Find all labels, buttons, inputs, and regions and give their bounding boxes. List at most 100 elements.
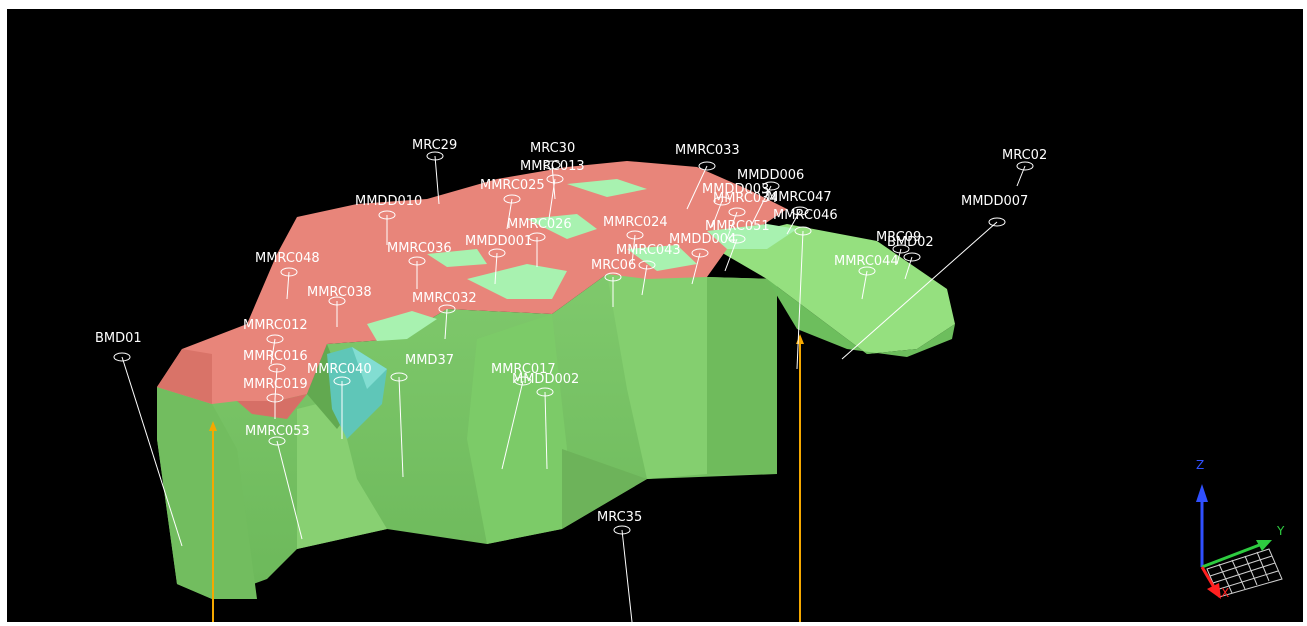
drillhole-trace xyxy=(276,440,303,540)
drillhole-label[interactable]: MMRC032 xyxy=(412,291,477,306)
drillhole-label[interactable]: MMRC047 xyxy=(767,190,832,205)
drillhole-label[interactable]: MRC29 xyxy=(412,138,457,153)
drillhole-label[interactable]: MMRC044 xyxy=(834,254,899,269)
drillhole-label[interactable]: MMDD003 xyxy=(702,182,769,197)
drillhole-collar-icon[interactable] xyxy=(604,272,622,282)
drillhole-label[interactable]: MMRC036 xyxy=(387,241,452,256)
drillhole-collar-icon[interactable] xyxy=(613,525,631,535)
drillhole-label[interactable]: MMRC012 xyxy=(243,318,308,333)
drillhole-label[interactable]: MMRC048 xyxy=(255,251,320,266)
drillhole-label[interactable]: MMRC040 xyxy=(307,362,372,377)
drillhole-trace xyxy=(121,356,183,547)
drillhole-collar-icon[interactable] xyxy=(280,267,298,277)
3d-scene[interactable]: BMD01 MRC29 MRC30 MMRC013 MMRC025 MMRC033 MMDD… xyxy=(7,9,1303,622)
x-axis-arrow-icon xyxy=(1207,583,1221,599)
drillhole-collar-icon[interactable] xyxy=(626,230,644,240)
drillhole-collar-icon[interactable] xyxy=(791,206,809,216)
drillhole-label[interactable]: MMDD007 xyxy=(961,194,1028,209)
drillhole-trace xyxy=(861,270,868,300)
drillhole-collar-icon[interactable] xyxy=(546,174,564,184)
3d-viewport[interactable]: BMD01 MRC29 MRC30 MMRC013 MMRC025 MMRC033 MMDD… xyxy=(7,9,1303,622)
drillhole-collar-icon[interactable] xyxy=(988,217,1006,227)
drillhole-label[interactable]: MMDD002 xyxy=(512,372,579,387)
drillhole-collar-icon[interactable] xyxy=(698,161,716,171)
drillhole-collar-icon[interactable] xyxy=(488,248,506,258)
drillhole-trace xyxy=(494,252,498,285)
drillhole-label[interactable]: MRC06 xyxy=(591,258,636,273)
drillhole-trace xyxy=(896,248,902,265)
drillhole-trace xyxy=(1016,165,1026,187)
drillhole-label[interactable]: MMDD006 xyxy=(737,168,804,183)
drillhole-collar-icon[interactable] xyxy=(794,226,812,236)
drillhole-label[interactable]: MMRC051 xyxy=(705,219,770,234)
drillhole-collar-icon[interactable] xyxy=(543,160,561,170)
drillhole-collar-icon[interactable] xyxy=(536,387,554,397)
drillhole-collar-icon[interactable] xyxy=(390,372,408,382)
drillhole-collar-icon[interactable] xyxy=(268,363,286,373)
drillhole-trace xyxy=(286,271,290,300)
drillhole-collar-icon[interactable] xyxy=(728,207,746,217)
drillhole-collar-icon[interactable] xyxy=(762,181,780,191)
drillhole-collar-icon[interactable] xyxy=(268,436,286,446)
drillhole-label[interactable]: MMRC038 xyxy=(307,285,372,300)
drillhole-collar-icon[interactable] xyxy=(892,244,910,254)
drillhole-trace xyxy=(621,529,633,622)
drillhole-trace xyxy=(548,178,556,220)
drillhole-label[interactable]: MRC02 xyxy=(1002,148,1047,163)
drillhole-collar-icon[interactable] xyxy=(438,304,456,314)
drillhole-collar-icon[interactable] xyxy=(328,296,346,306)
y-axis-label: Y xyxy=(1276,524,1285,538)
drillhole-label[interactable]: MRC35 xyxy=(597,510,642,525)
x-axis-label: X xyxy=(1221,586,1229,600)
drillhole-collar-icon[interactable] xyxy=(1016,161,1034,171)
drillhole-labels: BMD01 MRC29 MRC30 MMRC013 MMRC025 MMRC033 MMDD… xyxy=(95,138,1047,535)
drillhole-label[interactable]: MMRC013 xyxy=(520,159,585,174)
drillhole-label[interactable]: MMRC046 xyxy=(773,208,838,223)
drillhole-label[interactable]: MMDD010 xyxy=(355,194,422,209)
x-axis-line xyxy=(1200,566,1217,590)
drillhole-label[interactable]: MMD37 xyxy=(405,353,454,368)
drillhole-collar-icon[interactable] xyxy=(528,232,546,242)
arrow-up-icon xyxy=(796,334,804,344)
drillhole-collar-icon[interactable] xyxy=(903,252,921,262)
drillhole-collar-icon[interactable] xyxy=(691,248,709,258)
drillhole-label[interactable]: MMRC043 xyxy=(616,243,681,258)
drillhole-collar-icon[interactable] xyxy=(638,260,656,270)
drillhole-label[interactable]: MMRC025 xyxy=(480,178,545,193)
drillhole-label[interactable]: MRC30 xyxy=(530,141,575,156)
drillhole-trace xyxy=(691,252,701,285)
drillhole-collar-icon[interactable] xyxy=(378,210,396,220)
drillhole-collar-icon[interactable] xyxy=(408,256,426,266)
drillhole-label[interactable]: MMRC053 xyxy=(245,424,310,439)
drillhole-label[interactable]: MMDD004 xyxy=(669,232,736,247)
drillhole-trace xyxy=(726,211,738,240)
drillhole-trace xyxy=(796,230,804,370)
arrow-up-icon xyxy=(209,421,217,431)
drillhole-label[interactable]: BMD01 xyxy=(95,331,142,346)
drillhole-label[interactable]: MMDD001 xyxy=(465,234,532,249)
drillhole-collar-icon[interactable] xyxy=(858,266,876,276)
drillhole-collar-icon[interactable] xyxy=(503,194,521,204)
drillhole-collar-icon[interactable] xyxy=(426,151,444,161)
drillhole-label[interactable]: MMRC024 xyxy=(603,215,668,230)
drillhole-label[interactable]: MMRC016 xyxy=(243,349,308,364)
axis-triad[interactable]: Z Y X xyxy=(1196,458,1285,600)
drillhole-collar-icon[interactable] xyxy=(266,393,284,403)
drillhole-trace xyxy=(398,376,404,478)
drillhole-trace xyxy=(551,164,556,200)
drillhole-collar-icon[interactable] xyxy=(333,376,351,386)
drillhole-trace xyxy=(501,380,524,470)
surface-highlights xyxy=(367,179,797,341)
drillhole-label[interactable]: MMRC026 xyxy=(507,217,572,232)
drillhole-trace xyxy=(444,308,448,340)
drillhole-collar-icon[interactable] xyxy=(713,196,731,206)
drillhole-collar-icon[interactable] xyxy=(113,352,131,362)
drillhole-label[interactable]: MMRC017 xyxy=(491,362,556,377)
drillhole-collar-icon[interactable] xyxy=(514,376,532,386)
drillhole-collar-icon[interactable] xyxy=(266,334,284,344)
drillhole-label[interactable]: BMD02 xyxy=(887,235,934,250)
drillhole-label[interactable]: MRC09 xyxy=(876,230,921,245)
drillhole-collar-icon[interactable] xyxy=(728,234,746,244)
drillhole-label[interactable]: MMRC033 xyxy=(675,143,740,158)
drillhole-label[interactable]: MMRC019 xyxy=(243,377,308,392)
